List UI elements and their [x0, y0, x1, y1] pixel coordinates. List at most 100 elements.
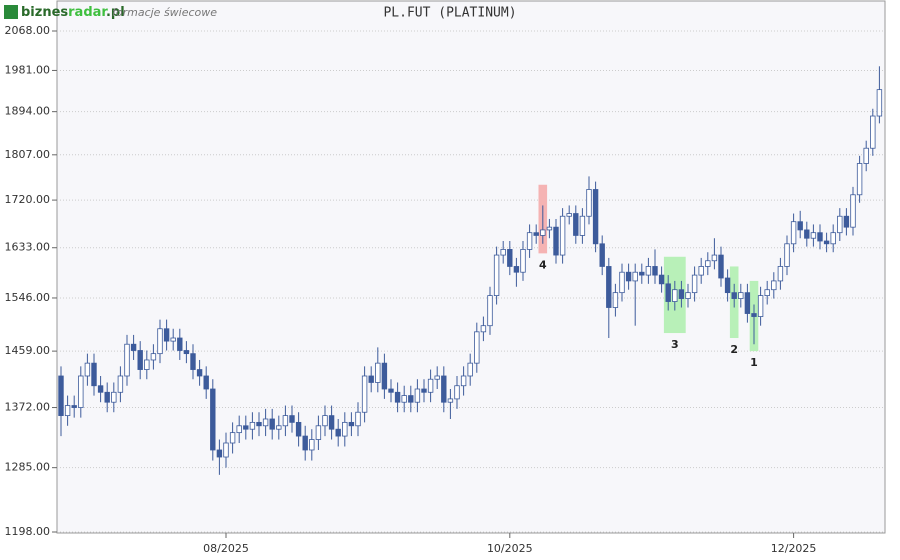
candle-body — [375, 362, 381, 383]
candle-body — [487, 295, 493, 327]
candle-body — [434, 375, 440, 380]
candle-body — [150, 353, 157, 361]
candle-body — [414, 388, 421, 403]
candle-body — [309, 439, 315, 451]
candle-body — [163, 328, 170, 342]
candle-body — [196, 369, 203, 377]
candle-body — [757, 295, 764, 317]
x-tick-label: 12/2025 — [771, 542, 817, 555]
candle-body — [665, 283, 671, 302]
candle-body — [447, 398, 454, 403]
candle-body — [342, 421, 348, 437]
x-tick-label: 10/2025 — [487, 542, 533, 555]
candle-body — [322, 415, 328, 427]
candle-body — [540, 229, 546, 236]
candle-body — [863, 147, 869, 164]
logo-part: .pl — [106, 5, 125, 20]
candle-body — [289, 415, 295, 423]
candle-body — [837, 215, 843, 234]
candle-body — [771, 280, 777, 291]
candle-body — [546, 226, 553, 231]
candle-body — [553, 226, 559, 256]
candle-body — [784, 243, 790, 267]
candle-body — [104, 391, 110, 403]
candle-body — [467, 362, 473, 377]
candle-body — [229, 432, 236, 444]
pattern-label: 4 — [539, 258, 547, 271]
candle-body — [91, 362, 97, 387]
candle-body — [559, 215, 566, 256]
x-tick-label: 08/2025 — [203, 542, 249, 555]
candle-body — [790, 221, 797, 245]
candle-body — [177, 337, 183, 351]
candle-body — [698, 266, 704, 276]
candle-body — [817, 232, 823, 242]
candle-body — [203, 375, 209, 390]
candle-body — [348, 421, 355, 427]
y-tick-label: 1459.00 — [5, 344, 51, 357]
candle-body — [493, 254, 500, 296]
y-tick-label: 1894.00 — [5, 105, 51, 118]
candle-body — [619, 271, 625, 294]
candle-body — [249, 421, 256, 430]
candle-body — [401, 395, 407, 403]
chart-title: PL.FUT (PLATINUM) — [383, 6, 516, 21]
candle-body — [850, 194, 856, 228]
candle-body — [381, 362, 388, 390]
candle-body — [731, 292, 737, 299]
candle-body — [685, 292, 691, 299]
candle-body — [302, 435, 308, 451]
candle-body — [672, 289, 678, 302]
logo-part: biznes — [21, 5, 68, 20]
candle-body — [295, 421, 302, 437]
candle-body — [658, 274, 665, 285]
y-tick-label: 1285.00 — [5, 461, 51, 474]
candle-body — [144, 359, 150, 370]
logo: biznesradar.pl — [21, 5, 125, 20]
y-tick-label: 1546.00 — [5, 291, 51, 304]
candle-body — [751, 313, 757, 317]
subtitle: formacje świecowe — [112, 6, 217, 19]
candle-body — [526, 232, 533, 250]
candle-body — [328, 415, 335, 430]
plot-area — [56, 0, 886, 534]
candle-body — [777, 266, 784, 282]
candle-body — [797, 221, 803, 231]
candle-body — [361, 375, 368, 413]
candle-body — [586, 189, 592, 217]
candle-body — [64, 405, 71, 417]
candle-body — [870, 115, 876, 149]
candle-body — [117, 375, 124, 393]
candle-body — [625, 271, 632, 282]
candle-body — [652, 266, 658, 276]
candle-body — [718, 254, 724, 279]
candle-body — [612, 292, 619, 308]
candle-body — [124, 343, 130, 377]
y-tick-label: 1807.00 — [5, 148, 51, 161]
candle-body — [639, 271, 645, 276]
candle-body — [500, 249, 506, 256]
logo-part: radar — [68, 5, 108, 20]
pattern-label: 2 — [730, 343, 738, 356]
candle-body — [170, 337, 176, 342]
candle-body — [856, 163, 863, 196]
candle-body — [579, 215, 586, 236]
candle-body — [427, 378, 434, 393]
candle-body — [71, 405, 77, 408]
candle-body — [711, 254, 718, 262]
candle-body — [394, 391, 401, 403]
y-tick-label: 1198.00 — [5, 525, 51, 538]
candle-body — [460, 375, 467, 387]
candle-body — [691, 274, 698, 294]
candle-body — [355, 411, 361, 427]
candle-body — [236, 425, 242, 434]
candle-body — [78, 375, 84, 408]
candle-body — [533, 232, 539, 236]
pattern-label: 1 — [750, 356, 758, 369]
candle-body — [592, 189, 599, 245]
candle-body — [724, 277, 731, 294]
candle-body — [441, 375, 447, 403]
candle-body — [566, 213, 572, 217]
candle-body — [474, 331, 480, 364]
